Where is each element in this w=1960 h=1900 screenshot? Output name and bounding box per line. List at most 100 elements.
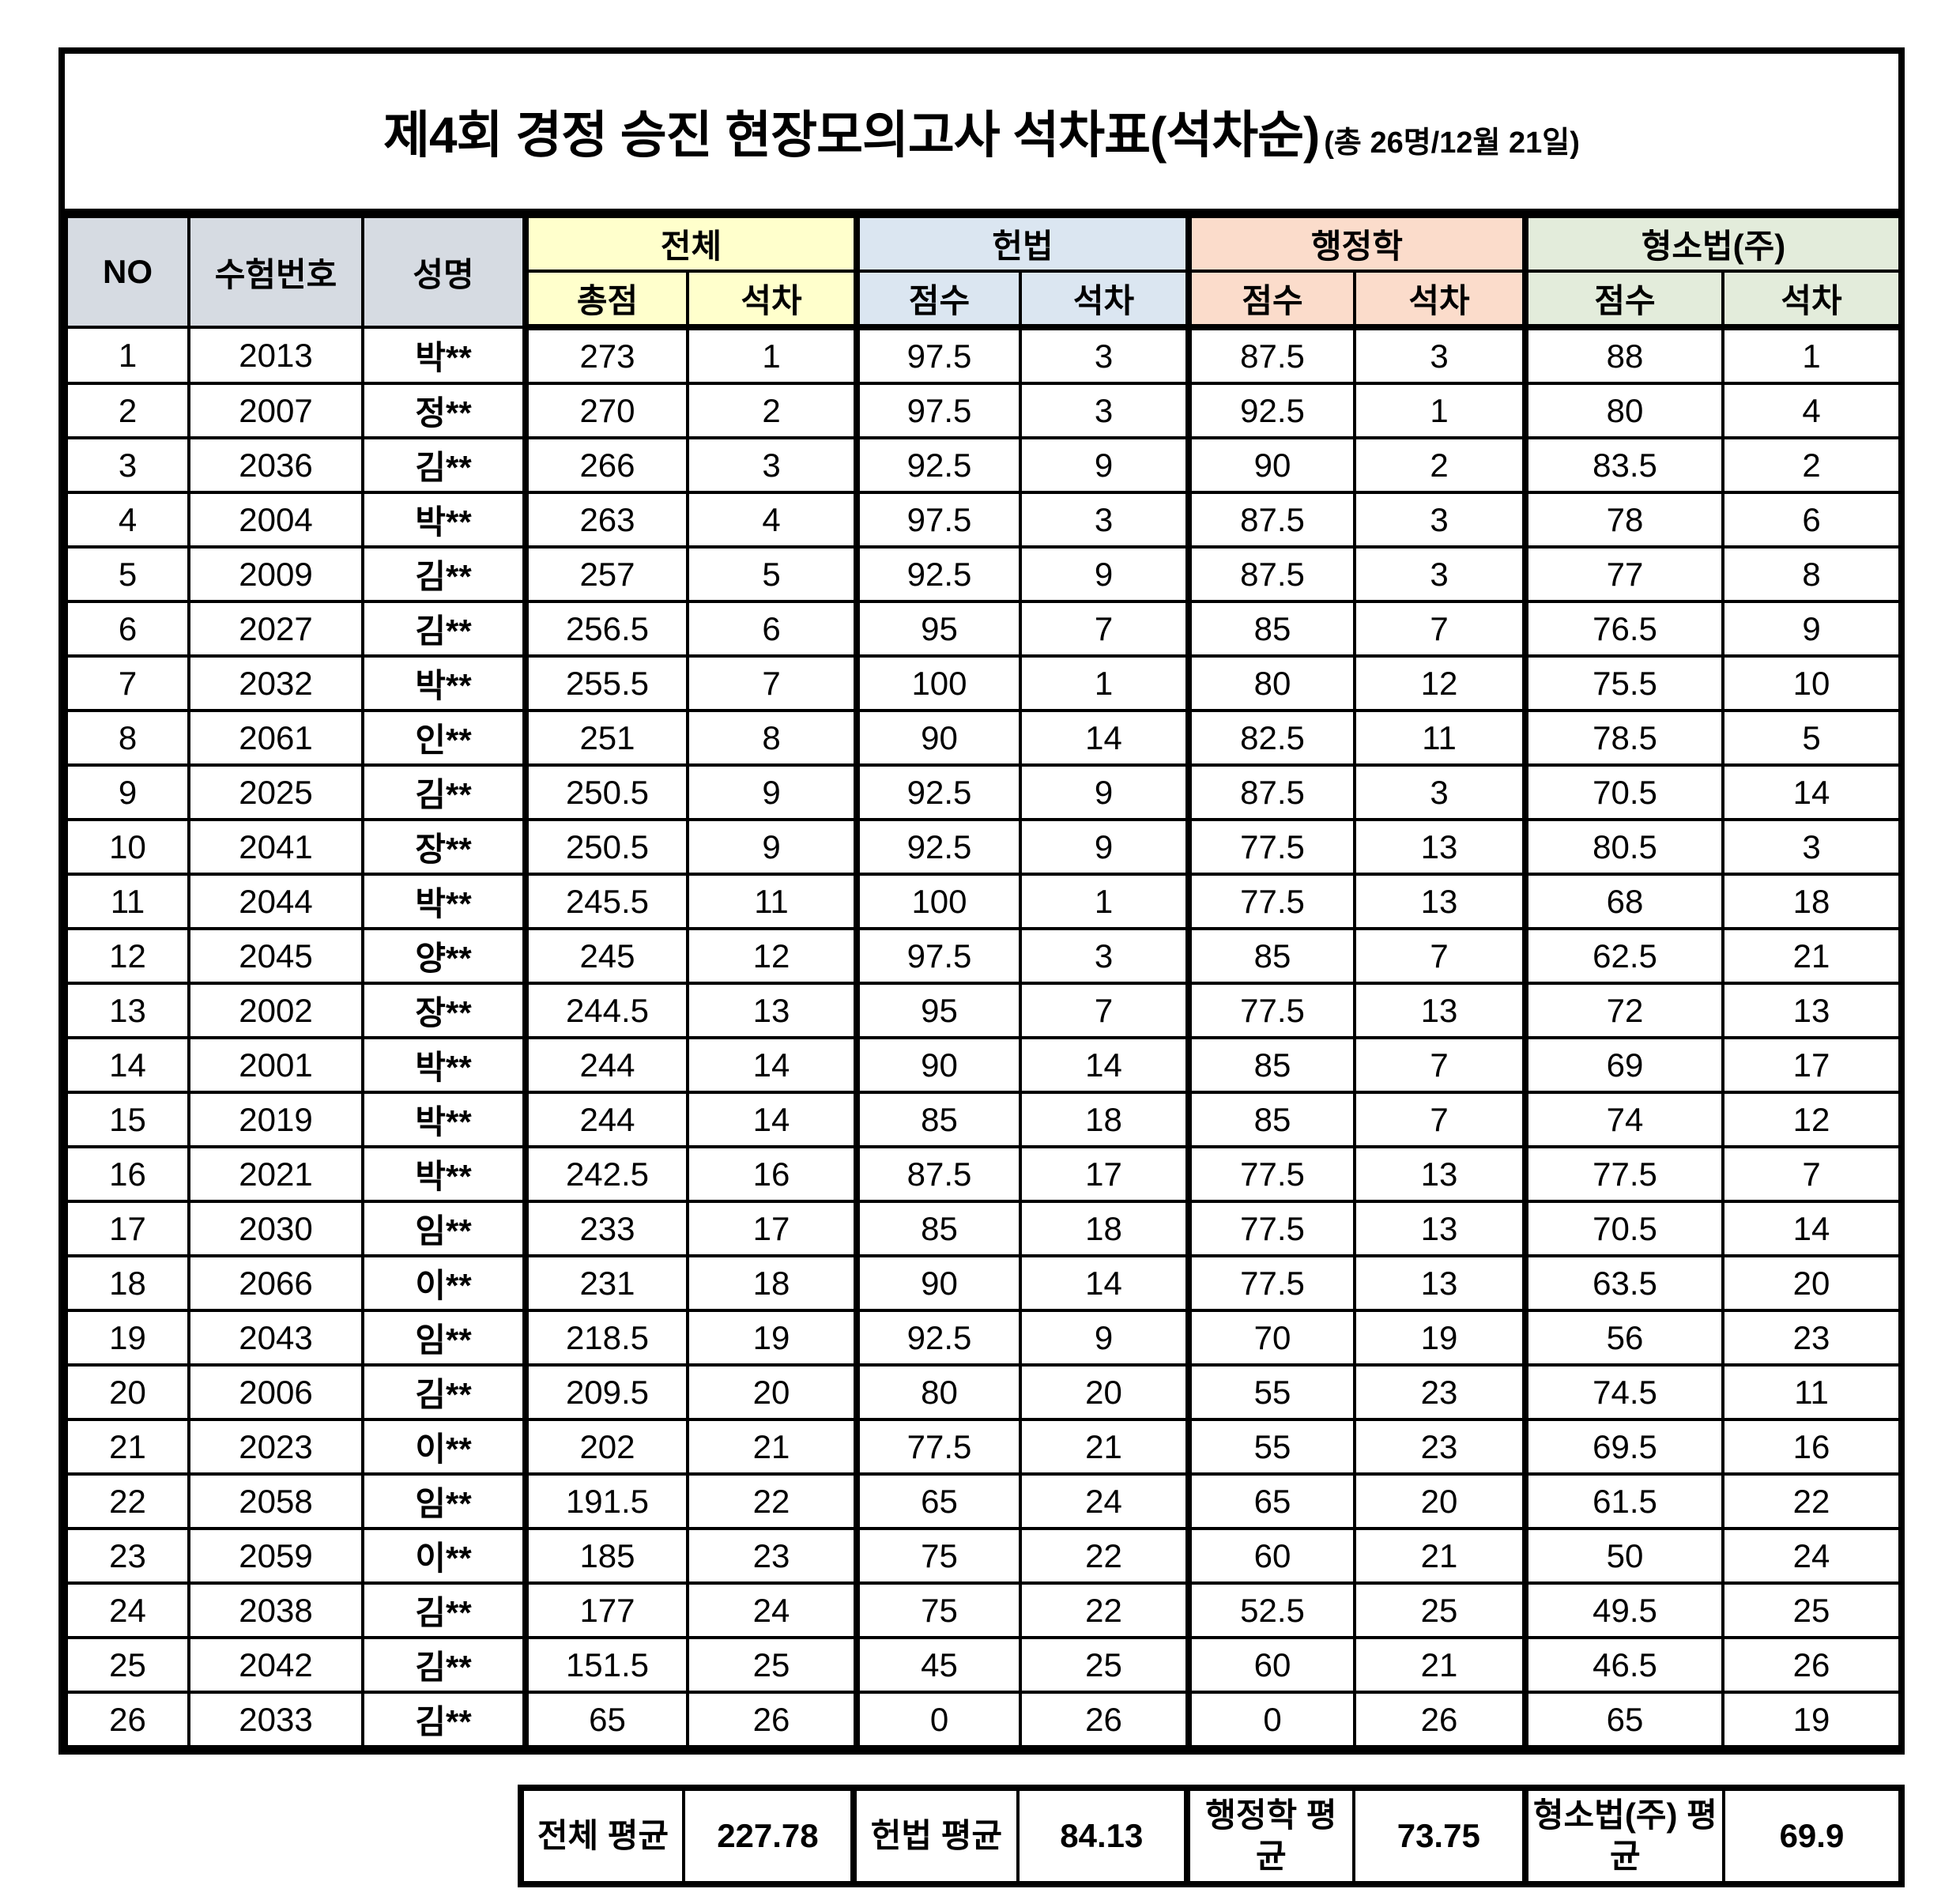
col-no: 24 — [65, 1581, 190, 1639]
col-total-rank: 2 — [686, 382, 858, 439]
col-constitution-score: 90 — [854, 1036, 1022, 1094]
col-total-rank: 11 — [686, 873, 858, 930]
subheader-total-score: 총점 — [522, 270, 689, 330]
col-public-admin-score: 65 — [1185, 1472, 1356, 1530]
col-name: 박** — [361, 873, 527, 930]
col-public-admin-rank: 26 — [1352, 1691, 1528, 1748]
subheader-constitution-rank: 석차 — [1019, 270, 1190, 330]
col-constitution-rank: 14 — [1019, 1036, 1190, 1094]
col-name: 임** — [361, 1309, 527, 1367]
col-criminal-procedure-rank: 16 — [1721, 1418, 1902, 1476]
col-total-score: 273 — [522, 326, 689, 385]
col-public-admin-score: 85 — [1185, 1091, 1356, 1148]
col-public-admin-rank: 13 — [1352, 818, 1528, 876]
col-criminal-procedure-score: 78 — [1522, 491, 1725, 549]
col-constitution-rank: 3 — [1019, 382, 1190, 439]
col-criminal-procedure-rank: 18 — [1721, 873, 1902, 930]
col-constitution-rank: 7 — [1019, 600, 1190, 658]
col-exam-number: 2059 — [187, 1527, 364, 1585]
col-criminal-procedure-rank: 22 — [1721, 1472, 1902, 1530]
col-total-rank: 8 — [686, 709, 858, 767]
table-row: 17 2030 임** 233 17 85 18 77.5 13 70.5 14 — [65, 1200, 1902, 1257]
col-public-admin-score: 77.5 — [1185, 873, 1356, 930]
col-criminal-procedure-rank: 10 — [1721, 654, 1902, 712]
col-criminal-procedure-score: 80 — [1522, 382, 1725, 439]
col-total-score: 257 — [522, 545, 689, 603]
col-constitution-score: 92.5 — [854, 545, 1022, 603]
col-total-rank: 3 — [686, 436, 858, 494]
col-total-score: 209.5 — [522, 1363, 689, 1421]
col-criminal-procedure-score: 69.5 — [1522, 1418, 1725, 1476]
table-row: 23 2059 이** 185 23 75 22 60 21 50 24 — [65, 1527, 1902, 1585]
col-criminal-procedure-score: 69 — [1522, 1036, 1725, 1094]
table-row: 25 2042 김** 151.5 25 45 25 60 21 46.5 26 — [65, 1636, 1902, 1694]
col-no: 13 — [65, 982, 190, 1039]
table-row: 4 2004 박** 263 4 97.5 3 87.5 3 78 6 — [65, 491, 1902, 549]
col-header-exam-number: 수험번호 — [187, 215, 364, 329]
col-criminal-procedure-rank: 14 — [1721, 763, 1902, 821]
table-row: 7 2032 박** 255.5 7 100 1 80 12 75.5 10 — [65, 654, 1902, 712]
col-constitution-score: 87.5 — [854, 1145, 1022, 1203]
col-criminal-procedure-score: 76.5 — [1522, 600, 1725, 658]
col-name: 이** — [361, 1527, 527, 1585]
col-public-admin-rank: 7 — [1352, 1036, 1528, 1094]
summary-value-total: 227.78 — [681, 1786, 855, 1886]
col-criminal-procedure-rank: 1 — [1721, 326, 1902, 385]
col-total-score: 202 — [522, 1418, 689, 1476]
col-constitution-rank: 7 — [1019, 982, 1190, 1039]
col-constitution-score: 95 — [854, 600, 1022, 658]
col-criminal-procedure-score: 65 — [1522, 1691, 1725, 1748]
subheader-constitution-score: 점수 — [854, 270, 1022, 330]
col-public-admin-score: 55 — [1185, 1418, 1356, 1476]
table-row: 12 2045 양** 245 12 97.5 3 85 7 62.5 21 — [65, 927, 1902, 985]
col-name: 김** — [361, 1691, 527, 1748]
col-public-admin-score: 85 — [1185, 927, 1356, 985]
summary-value-constitution: 84.13 — [1016, 1786, 1189, 1886]
subheader-criminal-procedure-score: 점수 — [1522, 270, 1725, 330]
col-name: 김** — [361, 545, 527, 603]
col-no: 7 — [65, 654, 190, 712]
col-no: 3 — [65, 436, 190, 494]
col-criminal-procedure-score: 63.5 — [1522, 1254, 1725, 1312]
col-total-rank: 6 — [686, 600, 858, 658]
col-criminal-procedure-rank: 8 — [1721, 545, 1902, 603]
col-name: 박** — [361, 1036, 527, 1094]
col-total-rank: 20 — [686, 1363, 858, 1421]
summary-row: 전체 평균 227.78 헌법 평균 84.13 행정학 평균 73.75 형소… — [519, 1786, 1904, 1886]
col-public-admin-rank: 3 — [1352, 763, 1528, 821]
col-public-admin-score: 77.5 — [1185, 1254, 1356, 1312]
table-body: 1 2013 박** 273 1 97.5 3 87.5 3 88 1 2 2007 정** 270 2 97.… — [65, 326, 1902, 1748]
col-exam-number: 2033 — [187, 1691, 364, 1748]
col-constitution-rank: 3 — [1019, 326, 1190, 385]
col-public-admin-rank: 13 — [1352, 1200, 1528, 1257]
col-constitution-score: 97.5 — [854, 927, 1022, 985]
subheader-total-rank: 석차 — [686, 270, 858, 330]
table-row: 9 2025 김** 250.5 9 92.5 9 87.5 3 70.5 14 — [65, 763, 1902, 821]
col-criminal-procedure-rank: 20 — [1721, 1254, 1902, 1312]
col-criminal-procedure-rank: 13 — [1721, 982, 1902, 1039]
col-constitution-rank: 21 — [1019, 1418, 1190, 1476]
col-total-score: 266 — [522, 436, 689, 494]
summary-label-total: 전체 평균 — [519, 1786, 685, 1886]
col-total-rank: 24 — [686, 1581, 858, 1639]
col-no: 1 — [65, 326, 190, 385]
col-criminal-procedure-rank: 17 — [1721, 1036, 1902, 1094]
col-constitution-score: 65 — [854, 1472, 1022, 1530]
col-total-score: 263 — [522, 491, 689, 549]
col-total-rank: 9 — [686, 818, 858, 876]
col-criminal-procedure-score: 88 — [1522, 326, 1725, 385]
summary-label-public-admin: 행정학 평균 — [1183, 1786, 1355, 1886]
col-constitution-rank: 9 — [1019, 436, 1190, 494]
col-public-admin-score: 77.5 — [1185, 1145, 1356, 1203]
col-criminal-procedure-score: 74 — [1522, 1091, 1725, 1148]
col-total-rank: 7 — [686, 654, 858, 712]
col-total-score: 256.5 — [522, 600, 689, 658]
col-no: 10 — [65, 818, 190, 876]
col-public-admin-rank: 23 — [1352, 1363, 1528, 1421]
col-no: 20 — [65, 1363, 190, 1421]
col-no: 22 — [65, 1472, 190, 1530]
col-constitution-rank: 9 — [1019, 818, 1190, 876]
col-exam-number: 2041 — [187, 818, 364, 876]
col-no: 15 — [65, 1091, 190, 1148]
col-total-score: 245.5 — [522, 873, 689, 930]
